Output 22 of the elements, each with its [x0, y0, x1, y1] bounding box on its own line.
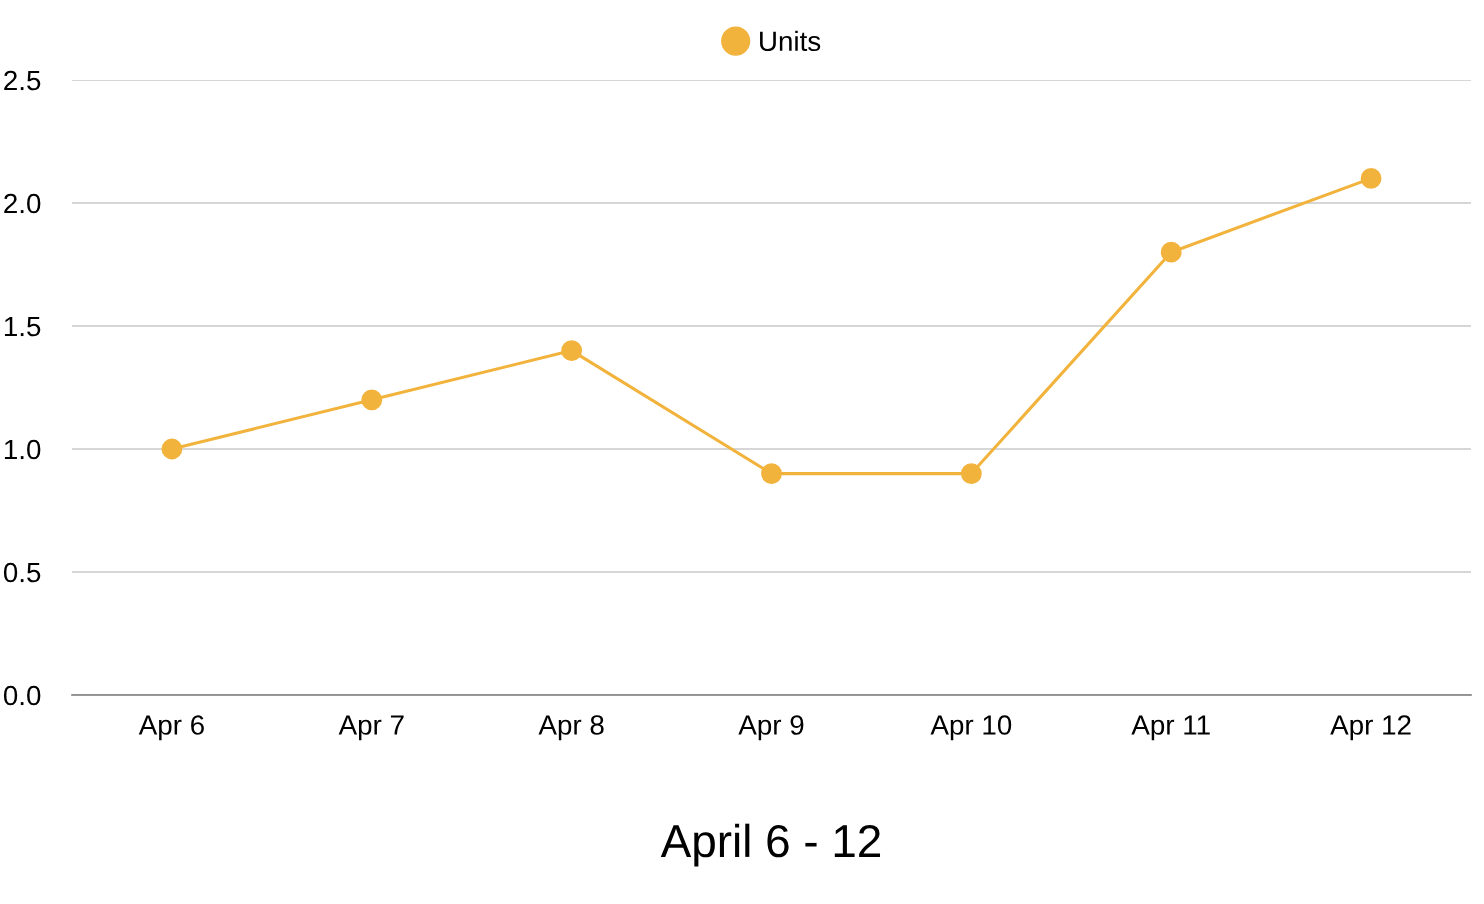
point: [161, 438, 183, 460]
x-tick-label: Apr 12: [1330, 715, 1411, 741]
y-tick-label: 0.0: [3, 685, 41, 706]
point: [1360, 167, 1382, 189]
point: [561, 340, 583, 362]
y-tick-label: 2.0: [4, 193, 41, 214]
x-tick-label: Apr 9: [738, 715, 804, 741]
y-tick-label: 2.5: [4, 70, 41, 91]
point: [960, 463, 982, 485]
legend-label: Units: [760, 30, 821, 52]
y-tick-label: 1.5: [4, 316, 41, 337]
y-tick-label: 0.5: [3, 562, 41, 583]
x-tick-label: Apr 10: [930, 715, 1012, 741]
x-tick-label: Apr 7: [338, 715, 404, 741]
x-tick-label: Apr 6: [138, 715, 204, 741]
x-tick-label: Apr 11: [1131, 715, 1210, 741]
point: [761, 463, 782, 485]
y-tick-label: 1.0: [4, 439, 41, 460]
x-axis-title: April 6 - 12: [660, 823, 881, 867]
point: [361, 389, 383, 411]
point: [1160, 241, 1182, 263]
x-tick-label: Apr 8: [538, 715, 604, 741]
